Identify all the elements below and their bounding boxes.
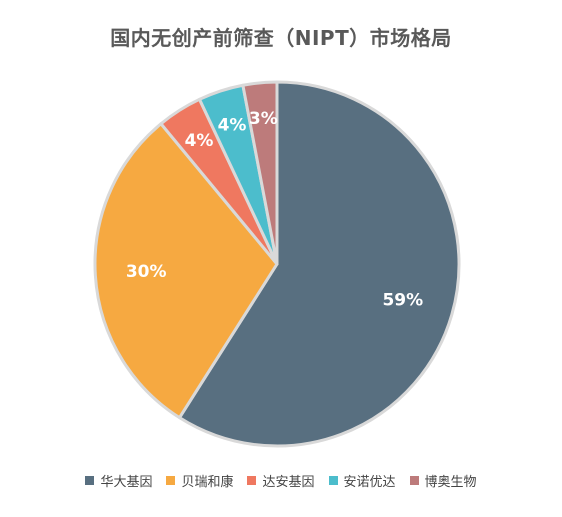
pie-slice-1 [177,80,461,448]
slice-label-1: 59% [382,291,423,311]
legend-label-4: 安诺优达 [343,475,396,490]
legend-label-2: 贝瑞和康 [181,475,234,490]
chart-title: 国内无创产前筛查（NIPT）市场格局 [110,26,452,50]
pie-slice-2 [93,122,279,420]
pie-slice-5 [241,80,279,266]
legend-item-5: 博奥生物 [409,471,477,490]
legend-item-4: 安诺优达 [328,471,396,490]
legend-swatch-5 [409,476,419,485]
legend-item-1: 华大基因 [85,471,152,490]
legend-item-3: 达安基因 [247,471,315,490]
legend-label-5: 博奥生物 [424,475,477,490]
legend-swatch-1 [85,476,95,485]
slice-label-2: 30% [126,262,167,282]
legend-swatch-4 [328,476,338,485]
legend: 华大基因 贝瑞和康 达安基因 安诺优达 博奥生物 [0,471,562,490]
legend-item-2: 贝瑞和康 [166,471,233,490]
legend-label-1: 华大基因 [100,475,153,490]
legend-swatch-3 [247,476,257,485]
slice-label-3: 4% [185,131,214,151]
slice-label-5: 3% [249,109,278,129]
legend-label-3: 达安基因 [262,475,315,490]
legend-swatch-2 [166,476,176,485]
slice-label-4: 4% [218,116,247,136]
